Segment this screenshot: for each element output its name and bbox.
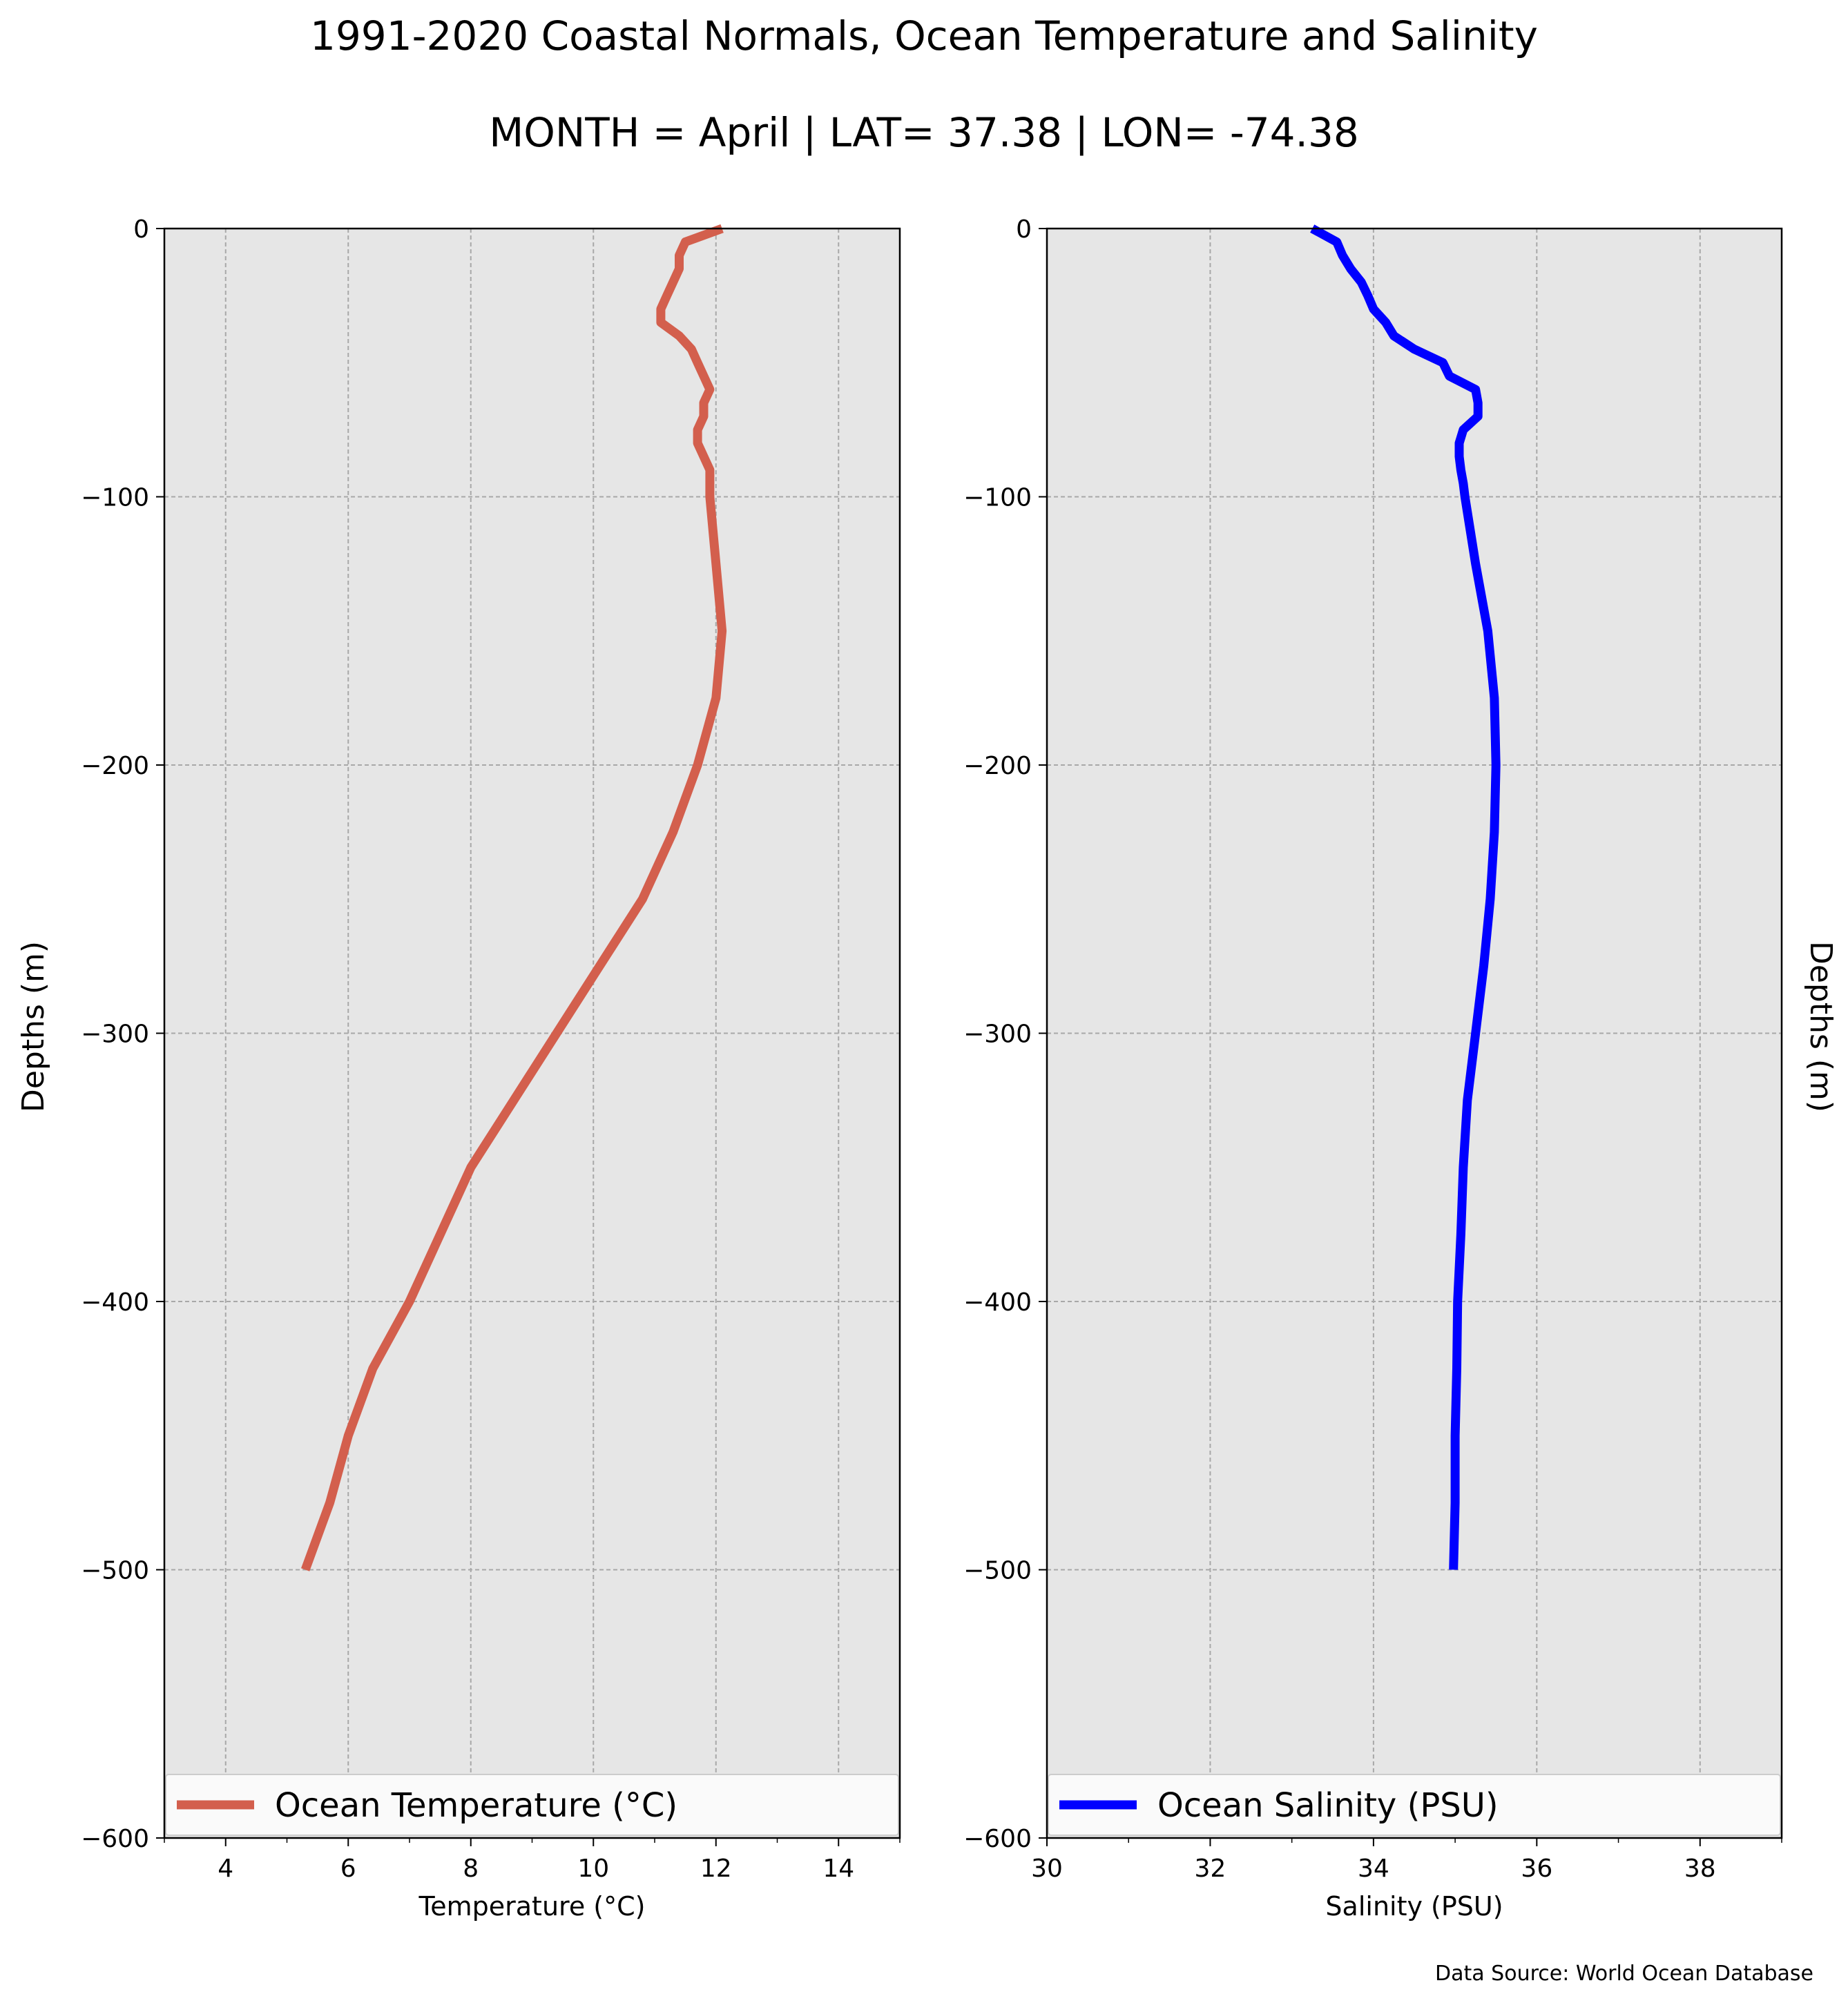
salinity-y-tick-label: −200 xyxy=(963,752,1032,780)
salinity-y-tick-label: −600 xyxy=(963,1825,1032,1853)
salinity-x-tick-label: 34 xyxy=(1358,1855,1389,1883)
temperature-legend xyxy=(165,1774,899,1836)
salinity-y-tick-label: −100 xyxy=(963,484,1032,512)
y-axis-label-left: Depths (m) xyxy=(16,941,51,1112)
temperature-y-tick-label: −300 xyxy=(81,1020,149,1049)
temperature-x-tick-label: 10 xyxy=(577,1855,609,1883)
temperature-x-tick-label: 6 xyxy=(340,1855,356,1883)
temperature-y-tick-label: −600 xyxy=(81,1825,149,1853)
salinity-legend xyxy=(1048,1774,1781,1836)
temperature-x-tick-label: 14 xyxy=(822,1855,854,1883)
chart-title: 1991-2020 Coastal Normals, Ocean Tempera… xyxy=(310,12,1538,59)
y-axis-label-right: Depths (m) xyxy=(1803,941,1838,1112)
temperature-y-tick-label: −400 xyxy=(81,1288,149,1317)
temperature-y-tick-label: −100 xyxy=(81,484,149,512)
temperature-panel: Ocean Temperature (°C) 4 6 8 10 12 14 0 −100 −200… xyxy=(81,215,901,1922)
temperature-x-tick-label: 8 xyxy=(463,1855,479,1883)
salinity-y-tick-label: −400 xyxy=(963,1288,1032,1317)
salinity-panel: Ocean Salinity (PSU) 30 32 34 36 38 0 −100 −200 −… xyxy=(963,215,1783,1922)
salinity-x-tick-label: 38 xyxy=(1684,1855,1716,1883)
temperature-y-tick-label: −500 xyxy=(81,1557,149,1585)
data-source-note: Data Source: World Ocean Database xyxy=(1435,1962,1813,1986)
temperature-series-line xyxy=(300,224,727,1571)
temperature-y-tick-label: −200 xyxy=(81,752,149,780)
salinity-x-tick-label: 30 xyxy=(1031,1855,1063,1883)
salinity-series-line xyxy=(1310,224,1501,1570)
salinity-y-tick-label: −500 xyxy=(963,1557,1032,1585)
temperature-legend-label: Ocean Temperature (°C) xyxy=(275,1786,677,1825)
salinity-x-tick-label: 36 xyxy=(1521,1855,1552,1883)
salinity-x-axis-label: Salinity (PSU) xyxy=(1325,1891,1503,1922)
temperature-x-axis-label: Temperature (°C) xyxy=(418,1891,646,1922)
salinity-legend-label: Ocean Salinity (PSU) xyxy=(1157,1786,1499,1825)
salinity-y-tick-label: −300 xyxy=(963,1020,1032,1049)
temperature-x-tick-label: 4 xyxy=(218,1855,233,1883)
salinity-x-tick-label: 32 xyxy=(1195,1855,1226,1883)
salinity-y-tick-label: 0 xyxy=(1016,215,1032,244)
temperature-x-tick-label: 12 xyxy=(700,1855,732,1883)
temperature-y-tick-label: 0 xyxy=(133,215,149,244)
chart-subtitle: MONTH = April | LAT= 37.38 | LON= -74.38 xyxy=(489,109,1359,156)
